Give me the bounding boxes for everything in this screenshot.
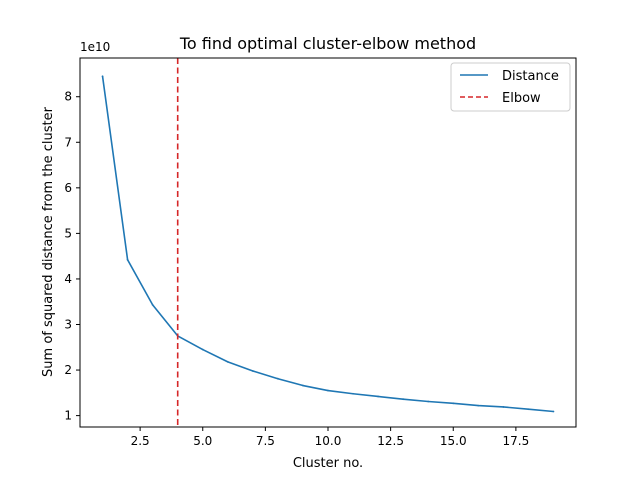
data-point <box>527 408 530 411</box>
x-tick-label: 15.0 <box>440 434 467 448</box>
data-point <box>126 258 129 261</box>
legend-label-elbow: Elbow <box>502 91 541 106</box>
data-point <box>502 406 505 408</box>
y-offset-label: 1e10 <box>80 40 110 54</box>
data-point <box>402 398 405 401</box>
data-point <box>302 384 304 387</box>
plot-area <box>101 58 555 427</box>
y-tick-label: 5 <box>64 226 72 240</box>
data-point <box>352 392 354 395</box>
data-point <box>151 304 154 306</box>
y-tick-label: 7 <box>64 135 72 149</box>
x-tick-label: 12.5 <box>377 434 404 448</box>
y-tick-label: 1 <box>64 409 72 423</box>
series-line-distance <box>101 76 554 413</box>
y-tick-label: 8 <box>64 90 72 104</box>
data-point <box>226 360 229 363</box>
data-point <box>277 377 279 380</box>
data-point <box>251 370 254 372</box>
y-axis: 1 2 3 4 5 6 7 8 <box>64 90 80 423</box>
x-tick-label: 2.5 <box>131 434 150 448</box>
y-tick-label: 3 <box>64 318 72 332</box>
x-tick-label: 7.5 <box>256 434 275 448</box>
data-point <box>452 402 455 405</box>
data-point <box>552 410 555 413</box>
x-tick-label: 5.0 <box>193 434 212 448</box>
y-axis-label: Sum of squared distance from the cluster <box>41 106 56 377</box>
x-axis-label: Cluster no. <box>293 456 363 471</box>
y-tick-label: 2 <box>64 363 72 377</box>
data-point <box>201 348 204 351</box>
data-point <box>477 404 480 407</box>
legend-label-distance: Distance <box>502 69 559 84</box>
x-tick-label: 17.5 <box>503 434 530 448</box>
y-tick-label: 6 <box>64 181 72 195</box>
data-point <box>101 75 104 78</box>
data-point <box>377 395 379 398</box>
data-point <box>327 389 329 392</box>
y-tick-label: 4 <box>64 272 72 286</box>
data-point <box>427 400 430 403</box>
chart-title: To find optimal cluster-elbow method <box>179 34 476 53</box>
x-tick-label: 10.0 <box>315 434 342 448</box>
plot-frame <box>79 57 577 428</box>
x-axis: 2.5 5.0 7.5 10.0 12.5 15.0 17.5 <box>131 427 530 448</box>
legend: Distance Elbow <box>450 62 571 112</box>
